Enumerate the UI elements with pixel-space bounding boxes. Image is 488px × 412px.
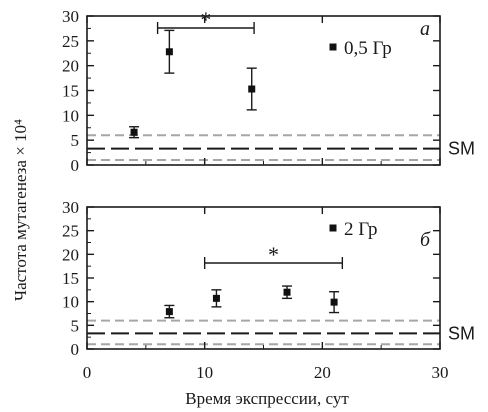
- legend-label: 0,5 Гр: [344, 38, 392, 59]
- reference-label: SM: [448, 323, 475, 343]
- y-tick-label: 20: [62, 57, 79, 76]
- data-point: [248, 85, 256, 93]
- x-tick-label: 10: [196, 363, 213, 382]
- data-point: [130, 128, 138, 136]
- plot-frame: [86, 206, 441, 350]
- legend-marker: [329, 224, 337, 232]
- panel-1: SM 0 5 10 15 20 25 30 * 0,5 Гр а: [62, 7, 475, 175]
- y-tick-label: 5: [71, 131, 80, 150]
- y-tick-label: 10: [62, 106, 79, 125]
- panel-letter: б: [420, 229, 431, 251]
- panel-2: SM 0 5 10 15 20 25 30 0 10 20 30 * 2 Гр б: [62, 198, 475, 382]
- y-tick-label: 15: [62, 269, 79, 288]
- y-tick-label: 30: [62, 198, 79, 217]
- significance-star: *: [200, 7, 211, 32]
- y-tick-label: 0: [71, 156, 80, 175]
- chart-panels: SM 0 5 10 15 20 25 30 * 0,5 Гр а SM 0 5 10 15 20 25 30 0 10 2…: [62, 7, 475, 382]
- y-tick-label: 20: [62, 245, 79, 264]
- x-axis-label: Время экспрессии, сут: [185, 389, 349, 408]
- data-point: [165, 48, 173, 56]
- legend-label: 2 Гр: [344, 219, 378, 240]
- y-tick-label: 25: [62, 32, 79, 51]
- significance-star: *: [268, 242, 279, 267]
- panel-letter: а: [420, 18, 430, 40]
- legend-marker: [329, 43, 337, 51]
- x-tick-label: 20: [314, 363, 331, 382]
- data-point: [165, 308, 173, 316]
- data-point: [283, 288, 291, 296]
- y-tick-label: 15: [62, 82, 79, 101]
- x-tick-label: 0: [83, 363, 92, 382]
- x-tick-label: 30: [432, 363, 449, 382]
- y-tick-label: 25: [62, 222, 79, 241]
- y-tick-label: 5: [71, 316, 80, 335]
- reference-label: SM: [448, 139, 475, 159]
- data-point: [212, 294, 220, 302]
- y-tick-label: 30: [62, 7, 79, 26]
- y-tick-label: 10: [62, 293, 79, 312]
- y-tick-label: 0: [71, 340, 80, 359]
- data-point: [330, 298, 338, 306]
- y-axis-label: Частота мутагенеза × 10⁴: [11, 119, 30, 301]
